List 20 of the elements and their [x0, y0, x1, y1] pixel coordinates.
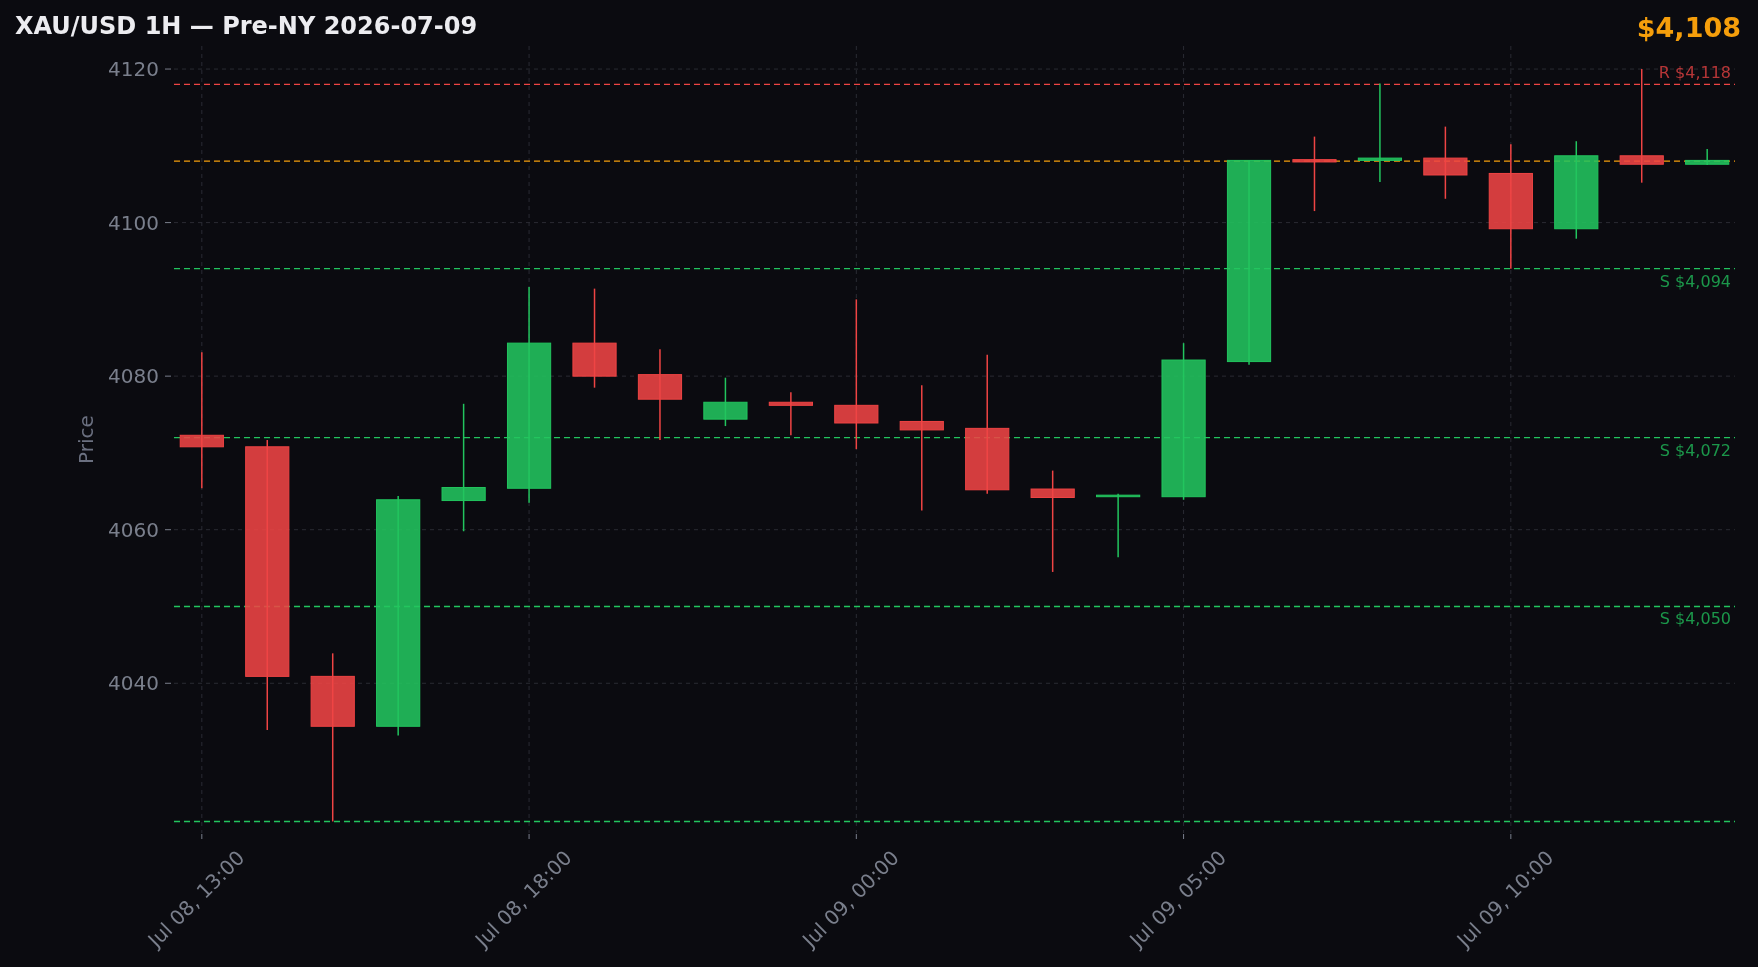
- chart-title: XAU/USD 1H — Pre-NY 2026-07-09: [15, 12, 478, 40]
- y-tick-label: 4080: [108, 364, 159, 389]
- ref-line-label: S $4,072: [1659, 440, 1731, 460]
- candlestick: [1357, 82, 1403, 183]
- ref-line-label: R $4,118: [1658, 63, 1731, 83]
- y-tick-label: 4100: [108, 210, 159, 235]
- candlestick: [768, 391, 813, 437]
- y-tick-label: 4040: [108, 671, 159, 696]
- candlestick: [1685, 148, 1730, 166]
- candlestick: [179, 351, 224, 490]
- candlestick: [834, 298, 879, 450]
- text: $4,108: [1636, 12, 1741, 43]
- candlestick: [899, 384, 944, 512]
- candlestick: [1292, 135, 1337, 212]
- y-tick-label: 4060: [108, 517, 159, 542]
- candlestick: [1030, 469, 1075, 573]
- ref-line-label: S $4,094: [1659, 271, 1731, 291]
- y-axis-title: Price: [74, 415, 98, 464]
- y-tick-label: 4120: [108, 57, 159, 82]
- ref-line-label: S $4,050: [1659, 609, 1731, 629]
